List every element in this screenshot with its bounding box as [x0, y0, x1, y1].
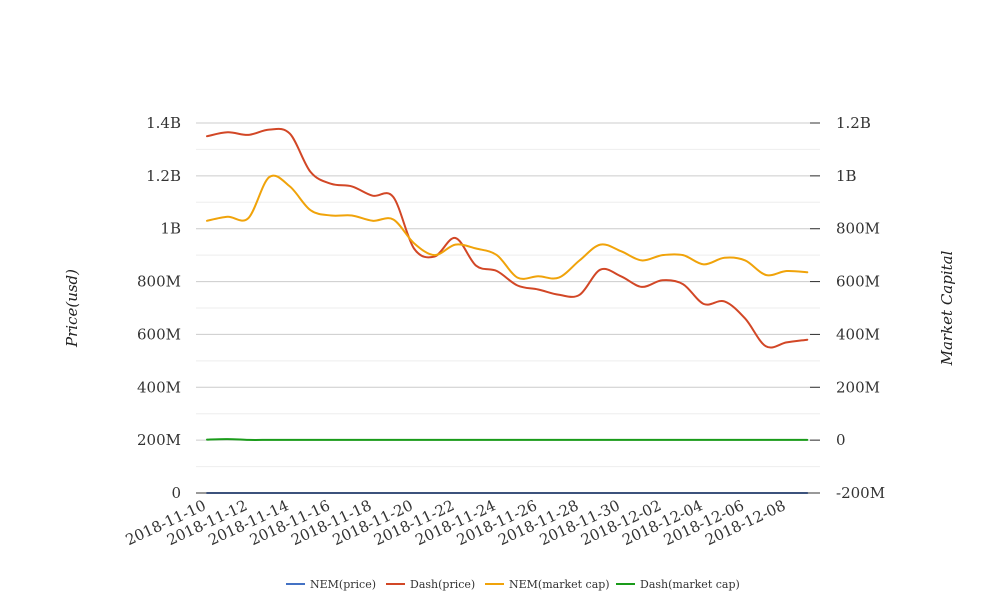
x-axis-ticks: 2018-11-102018-11-122018-11-142018-11-16…: [123, 496, 789, 549]
left-tick-label: 200M: [137, 431, 181, 449]
left-tick-label: 1.4B: [146, 114, 181, 132]
grid-lines: [196, 122, 820, 494]
right-tick-label: 400M: [836, 325, 880, 343]
left-tick-label: 1.2B: [146, 167, 181, 185]
series-line: [206, 174, 809, 280]
right-tick-label: 0: [836, 431, 846, 449]
series-line: [206, 438, 809, 441]
legend-label: Dash(market cap): [640, 578, 740, 591]
left-axis-title: Price(usd): [63, 269, 81, 348]
legend: NEM(price) Dash(price) NEM(market cap) Dash…: [286, 578, 740, 591]
right-tick-label: -200M: [836, 484, 885, 502]
legend-label: NEM(price): [310, 578, 376, 591]
right-tick-label: 1B: [836, 167, 857, 185]
legend-label: NEM(market cap): [509, 578, 610, 591]
left-tick-label: 0: [171, 484, 181, 502]
right-tick-label: 600M: [836, 273, 880, 291]
right-tick-label: 1.2B: [836, 114, 871, 132]
left-tick-label: 400M: [137, 378, 181, 396]
right-axis-ticks: -200M 0 200M 400M 600M 800M 1B 1.2B: [810, 114, 885, 502]
right-tick-label: 200M: [836, 378, 880, 396]
right-tick-label: 800M: [836, 220, 880, 238]
left-tick-label: 600M: [137, 325, 181, 343]
left-tick-label: 1B: [160, 220, 181, 238]
series-line: [206, 127, 809, 349]
right-axis-title: Market Capital: [938, 250, 956, 366]
legend-label: Dash(price): [410, 578, 475, 591]
left-axis-ticks: 0 200M 400M 600M 800M 1B 1.2B 1.4B: [137, 114, 181, 502]
series-lines: [196, 127, 820, 495]
left-tick-label: 800M: [137, 273, 181, 291]
